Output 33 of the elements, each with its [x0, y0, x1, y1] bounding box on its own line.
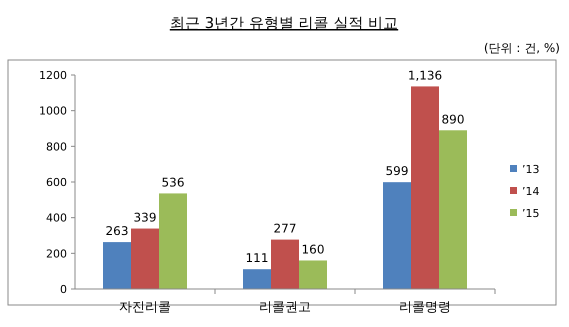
data-label: 263 — [106, 224, 128, 238]
bar — [271, 240, 299, 289]
y-tick-label: 800 — [46, 140, 67, 154]
y-tick-label: 600 — [46, 176, 67, 189]
x-tick-label: 리콜권고 — [259, 300, 311, 315]
y-tick-label: 200 — [46, 247, 67, 260]
data-label: 277 — [274, 222, 296, 236]
bar — [243, 269, 271, 289]
legend-label: ’13 — [522, 163, 540, 176]
chart-title: 최근 3년간 유형별 리콜 실적 비교 — [170, 14, 398, 32]
x-tick-label: 자진리콜 — [119, 300, 171, 315]
bar — [383, 182, 411, 289]
y-tick-label: 400 — [46, 212, 67, 225]
bar — [439, 130, 467, 289]
text: (단위 : 건, %) — [484, 41, 560, 55]
bar — [159, 193, 187, 289]
y-tick-label: 1200 — [39, 69, 67, 82]
data-label: 160 — [302, 242, 324, 256]
legend-label: ’14 — [522, 185, 540, 198]
y-tick-label: 0 — [60, 283, 67, 296]
data-label: 111 — [246, 251, 268, 266]
x-tick-label: 리콜명령 — [399, 300, 451, 315]
y-tick-label: 1000 — [39, 104, 67, 118]
bar — [411, 86, 439, 289]
data-label: 599 — [386, 164, 408, 178]
data-label: 1,136 — [408, 68, 442, 82]
bar — [131, 228, 159, 289]
bar — [299, 260, 327, 289]
data-label: 890 — [442, 112, 464, 126]
legend-label: ’15 — [522, 207, 540, 220]
bar — [103, 242, 131, 289]
data-label: 339 — [134, 210, 156, 225]
data-label: 536 — [162, 175, 184, 190]
